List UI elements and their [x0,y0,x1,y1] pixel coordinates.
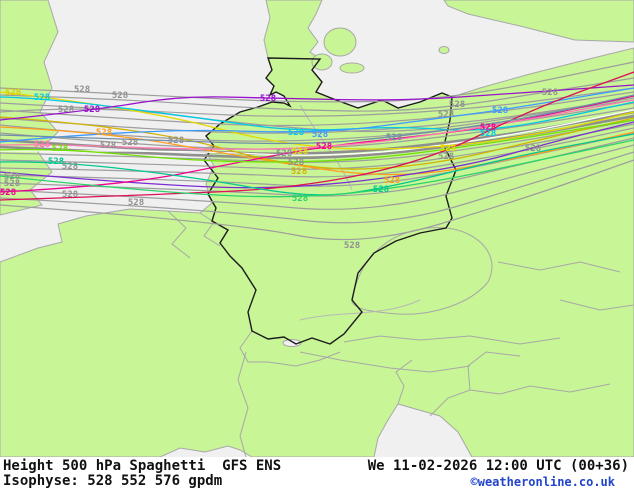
border-poland-slovakia [497,261,621,273]
isoline-value-label: 528 [386,133,402,143]
island-funen [311,53,333,71]
ensemble-isoline [0,133,634,196]
isoline-value-label: 528 [5,88,21,98]
isoline-value-label: 528 [438,110,454,120]
isoline-value-label: 528 [525,144,541,154]
border-france-italy [237,351,249,457]
ensemble-isoline [0,116,634,170]
caption-bar: Height 500 hPa Spaghetti GFS ENS We 11-0… [0,457,634,490]
ensemble-isoline [0,144,634,210]
isoline-value-label: 528 [440,144,456,154]
isoline-value-label: 528 [291,167,307,177]
ensemble-isoline [0,110,634,155]
isoline-value-label: 528 [122,138,138,148]
ensemble-isoline [0,61,634,103]
river-elbe [299,104,353,191]
isoline-value-label: 528 [438,152,454,162]
border-austria-east [343,335,561,345]
isoline-value-label: 528 [312,130,328,140]
isoline-value-label: 528 [276,149,292,159]
isoline-value-label: 528 [34,140,50,150]
ensemble-isoline [0,71,634,201]
island-zealand [323,27,357,57]
isoline-value-label: 528 [48,157,64,167]
ensemble-isoline [0,119,634,163]
isoline-value-label: 528 [449,100,465,110]
map-area: 528 528 528 528 528 528 528 528 528 528 528 528 528 5… [0,0,634,457]
isoline-value-label: 528 [344,241,360,251]
ensemble-isoline [0,99,634,150]
isoline-value-label: 528 [52,144,68,154]
ensemble-isoline [0,97,634,134]
isoline-value-label: 528 [84,105,100,115]
isoline-value-label: 528 [316,142,332,152]
ensemble-isoline [0,91,634,150]
island-bornholm [438,46,450,54]
isoline-value-label: 528 [0,188,16,198]
border-slovenia [395,359,413,405]
isoline-value-label: 528 [96,128,112,138]
land-sweden [443,0,634,43]
isoline-value-label: 528 [34,93,50,103]
ensemble-isoline [0,77,634,112]
isoline-value-label: 528 [384,176,400,186]
ensemble-isoline [0,94,634,145]
lake-constance [282,339,302,347]
border-switzerland [239,330,341,367]
island-lolland [339,62,365,74]
isoline-value-label: 528 [4,179,20,189]
ensemble-isoline [0,109,634,156]
ensemble-isoline [0,159,634,241]
border-hungary-croatia [467,351,521,391]
isoline-value-label: 528 [288,128,304,138]
isoline-value-label: 528 [288,158,304,168]
border-croatia [429,383,611,417]
river-danube [299,299,421,321]
isoline-value-label: 528 [373,185,389,195]
border-benelux [199,212,221,247]
isoline-value-label: 528 [168,136,184,146]
isoline-value-label: 528 [112,91,128,101]
isoline-value-label: 528 [4,172,20,182]
ensemble-isoline [0,84,634,121]
isoline-value-label: 528 [292,147,308,157]
isoline-value-label: 528 [62,162,78,172]
ensemble-isoline [0,121,634,189]
copyright-link[interactable]: ©weatheronline.co.uk [470,475,616,489]
isoline-value-label: 528 [128,198,144,208]
isoline-value-label: 528 [480,123,496,133]
isoline-value-label: 528 [492,106,508,116]
isoline-value-label: 528 [260,94,276,104]
ensemble-isoline [0,151,634,224]
isoline-value-label: 528 [74,85,90,95]
ensemble-isoline [0,87,634,143]
ensemble-isoline [0,139,634,198]
isoline-value-label: 528 [62,190,78,200]
isohypse-legend: Isophyse: 528 552 576 gpdm [3,473,223,489]
ensemble-isoline [0,119,634,163]
isoline-value-label: 528 [480,129,496,139]
map-title: Height 500 hPa Spaghetti GFS ENS [3,458,282,474]
valid-datetime: We 11-02-2026 12:00 UTC (00+36) [367,458,629,474]
border-czech [351,227,493,315]
isoline-value-label: 528 [542,88,558,98]
isoline-value-label: 528 [58,105,74,115]
isoline-value-label: 528 [100,141,116,151]
isoline-value-label: 528 [292,194,308,204]
border-slovakia-hungary [559,299,634,311]
